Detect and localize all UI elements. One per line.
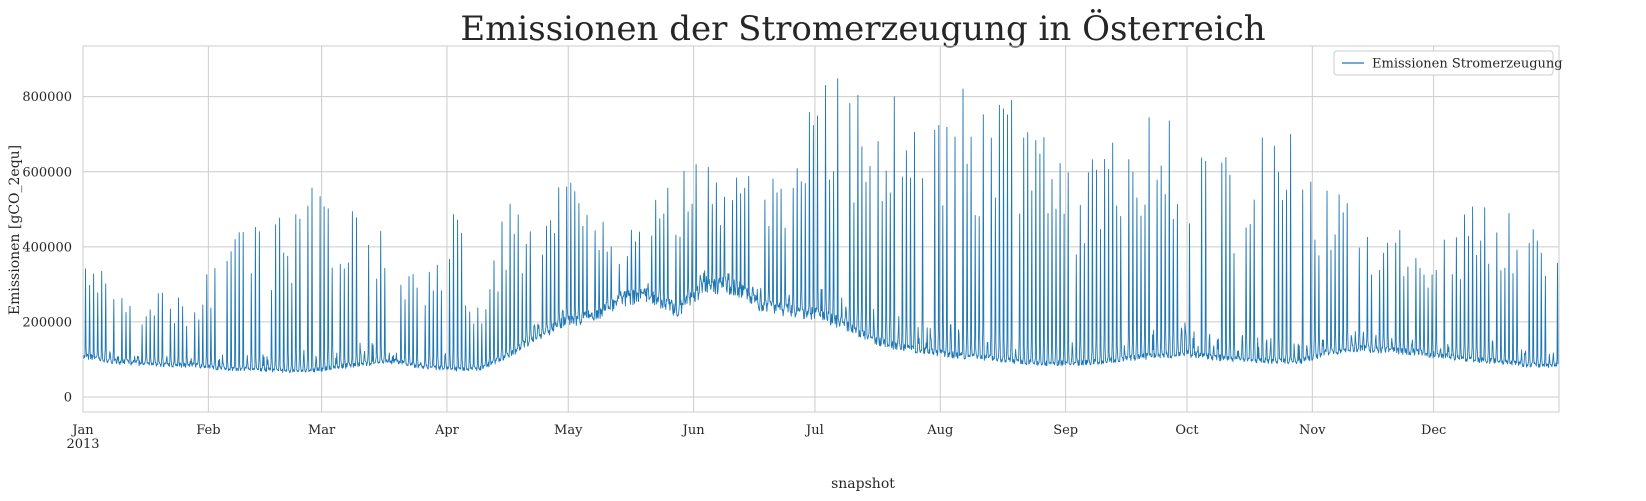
y-tick-label: 200000: [22, 315, 72, 330]
x-axis-label: snapshot: [831, 476, 895, 492]
x-tick-label: Jan: [70, 423, 94, 438]
series-group: [82, 78, 1560, 374]
x-tick-label: Apr: [434, 423, 460, 438]
y-tick-label: 400000: [22, 240, 72, 255]
x-tick-label: Oct: [1175, 423, 1199, 438]
y-tick-label: 0: [64, 390, 72, 405]
legend-entry-label: Emissionen Stromerzeugung: [1372, 57, 1563, 72]
x-tick-label: Feb: [196, 423, 220, 438]
series-line-emissionen: [82, 78, 1560, 374]
y-axis-label: Emissionen [gCO_2equ]: [7, 145, 23, 315]
x-tick-label: May: [554, 423, 583, 438]
x-tick-label: Nov: [1299, 423, 1326, 438]
plot-frame: [82, 45, 1560, 413]
x-tick-label: Jul: [804, 423, 824, 438]
y-tick-labels: 0 200000 400000 600000 800000: [22, 90, 72, 405]
x-tick-label: Sep: [1053, 423, 1078, 438]
chart-title: Emissionen der Stromerzeugung in Österre…: [460, 8, 1265, 49]
x-tick-sublabel: 2013: [66, 437, 99, 452]
legend: Emissionen Stromerzeugung: [1333, 50, 1563, 76]
y-tick-label: 600000: [22, 165, 72, 180]
y-tick-label: 800000: [22, 90, 72, 105]
x-tick-label: Dec: [1421, 423, 1446, 438]
x-tick-label: Jun: [681, 423, 706, 438]
legend-box: [1333, 50, 1554, 76]
x-tick-label: Mar: [308, 423, 336, 438]
x-tick-label: Aug: [926, 423, 953, 438]
